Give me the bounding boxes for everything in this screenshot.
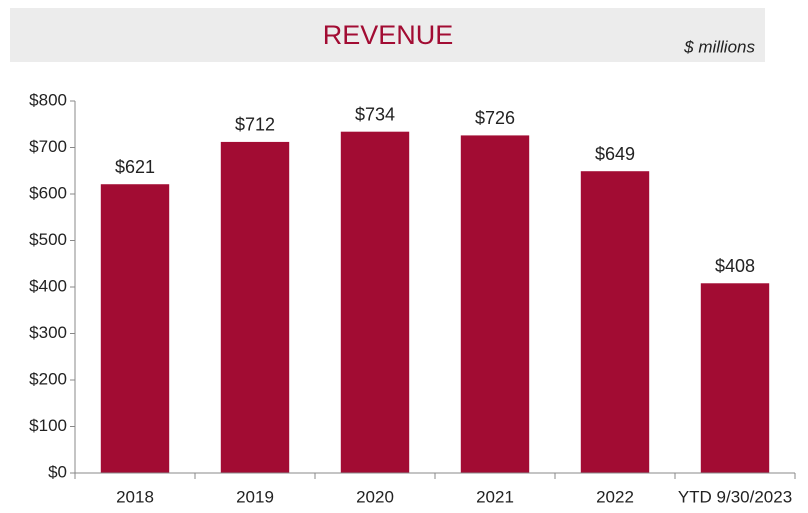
bar (220, 141, 290, 474)
bar (700, 283, 770, 473)
x-tick-label: 2020 (356, 487, 394, 506)
value-label: $726 (475, 108, 515, 128)
value-label: $734 (355, 104, 395, 124)
y-tick-label: $600 (29, 183, 67, 202)
y-tick-label: $500 (29, 230, 67, 249)
x-tick-label: 2018 (116, 487, 154, 506)
y-tick-label: $100 (29, 416, 67, 435)
chart-title: REVENUE (323, 20, 454, 50)
y-tick-label: $0 (48, 462, 67, 481)
y-tick-label: $700 (29, 137, 67, 156)
header-band (10, 8, 765, 62)
x-tick-label: 2022 (596, 487, 634, 506)
x-tick-label: YTD 9/30/2023 (678, 487, 792, 506)
bar (100, 184, 170, 474)
x-tick-label: 2019 (236, 487, 274, 506)
chart-subtitle: $ millions (683, 37, 755, 56)
bar (460, 135, 530, 473)
x-tick-label: 2021 (476, 487, 514, 506)
value-label: $712 (235, 115, 275, 135)
y-tick-label: $400 (29, 276, 67, 295)
value-label: $621 (115, 157, 155, 177)
value-label: $408 (715, 256, 755, 276)
y-tick-label: $800 (29, 90, 67, 109)
bar (340, 131, 410, 473)
value-label: $649 (595, 144, 635, 164)
y-tick-label: $300 (29, 323, 67, 342)
y-tick-label: $200 (29, 369, 67, 388)
bar (580, 171, 650, 473)
